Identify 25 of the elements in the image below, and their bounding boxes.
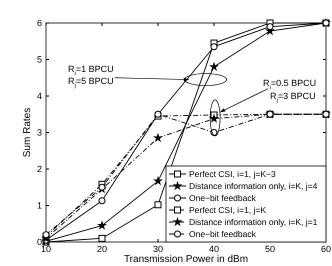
y-tick-label: 5 xyxy=(36,54,42,64)
x-tick-label: 10 xyxy=(40,244,52,254)
annotation: R$_{i}$=1 BPCU xyxy=(68,64,114,77)
x-tick-label: 30 xyxy=(152,244,164,254)
y-tick-label: 0 xyxy=(36,237,42,247)
y-tick-label: 3 xyxy=(36,128,42,138)
legend-label: One−bit feedback xyxy=(189,229,257,239)
x-tick-label: 60 xyxy=(320,244,332,254)
y-axis-title: Sum Rates xyxy=(22,108,33,158)
x-tick-label: 50 xyxy=(264,244,276,254)
annotation: R$_{j}$=3 BPCU xyxy=(270,91,316,104)
x-axis-title: Transmission Power in dBm xyxy=(124,254,248,265)
legend-label: One−bit feedback xyxy=(189,193,257,203)
y-tick-label: 1 xyxy=(36,200,42,210)
x-tick-label: 20 xyxy=(96,244,108,254)
y-tick-label: 4 xyxy=(36,91,42,101)
annotation: R$_{j}$=5 BPCU xyxy=(68,76,114,89)
annotation: R$_{i}$=0.5 BPCU xyxy=(263,78,316,91)
x-tick-label: 40 xyxy=(208,244,220,254)
legend-label: Distance information only, i=K, j=4 xyxy=(189,181,318,191)
legend-label: Perfect CSI, i=1, j=K xyxy=(189,205,266,215)
y-tick-label: 2 xyxy=(36,164,42,174)
legend-label: Perfect CSI, i=1, j=K−3 xyxy=(189,169,276,179)
y-tick-label: 6 xyxy=(36,18,42,28)
legend-label: Distance information only, i=K, j=1 xyxy=(189,217,318,227)
